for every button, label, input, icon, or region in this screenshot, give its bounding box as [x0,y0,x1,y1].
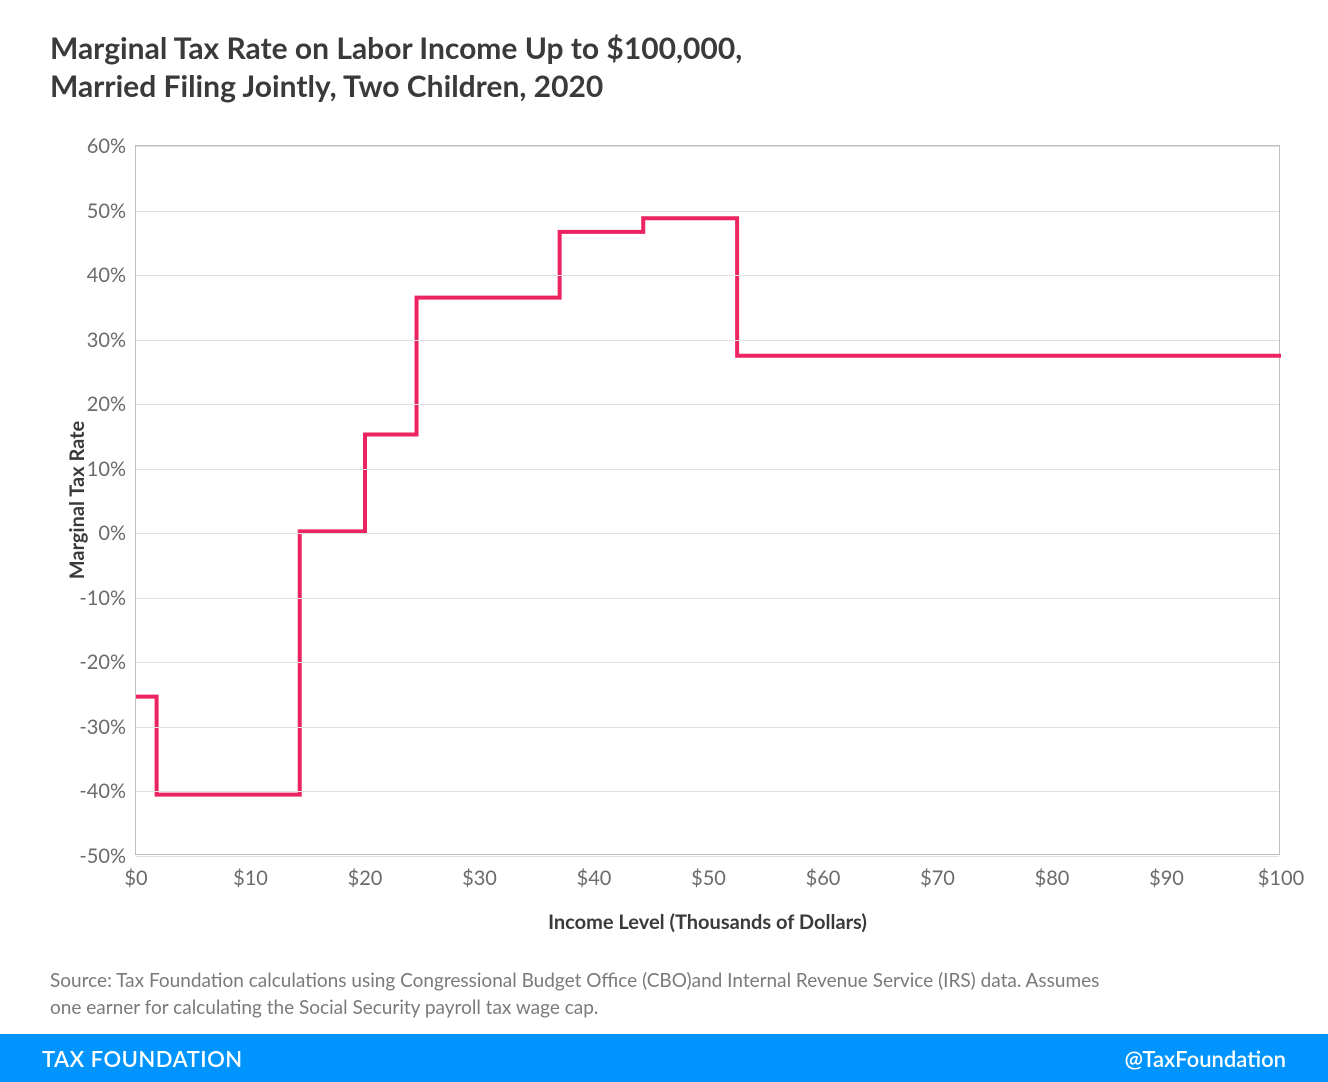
y-tick-label: 50% [87,199,126,223]
x-tick-label: $100 [1258,866,1304,890]
grid-line [136,340,1279,341]
plot-region: -50%-40%-30%-20%-10%0%10%20%30%40%50%60%… [135,145,1280,855]
grid-line [136,146,1279,147]
y-tick-label: 60% [87,134,126,158]
grid-line [136,856,1279,857]
footer-handle: @TaxFoundation [1124,1045,1286,1072]
chart-container: Marginal Tax Rate on Labor Income Up to … [0,0,1328,1082]
x-tick-label: $90 [1149,866,1184,890]
grid-line [136,469,1279,470]
x-tick-label: $30 [462,866,497,890]
x-tick-label: $50 [691,866,726,890]
y-tick-label: 40% [87,263,126,287]
x-tick-label: $70 [920,866,955,890]
chart-title: Marginal Tax Rate on Labor Income Up to … [50,30,742,105]
title-line-2: Married Filing Jointly, Two Children, 20… [50,68,742,106]
x-tick-label: $20 [348,866,383,890]
title-line-1: Marginal Tax Rate on Labor Income Up to … [50,30,742,68]
y-tick-label: -40% [79,779,126,803]
grid-line [136,727,1279,728]
x-tick-label: $0 [124,866,147,890]
grid-line [136,533,1279,534]
footer-brand: TAX FOUNDATION [42,1045,243,1072]
source-note: Source: Tax Foundation calculations usin… [50,968,1130,1021]
x-tick-label: $80 [1035,866,1070,890]
y-tick-label: 20% [87,392,126,416]
grid-line [136,275,1279,276]
step-line [136,218,1281,794]
y-axis-title: Marginal Tax Rate [65,421,89,579]
y-tick-label: -10% [79,586,126,610]
grid-line [136,211,1279,212]
y-tick-label: -20% [79,650,126,674]
y-tick-label: -50% [79,844,126,868]
step-line-svg [136,146,1281,856]
y-tick-label: -30% [79,715,126,739]
x-axis-title: Income Level (Thousands of Dollars) [548,910,867,934]
grid-line [136,598,1279,599]
y-tick-label: 10% [87,457,126,481]
y-tick-label: 0% [98,521,126,545]
chart-area: -50% -40% -30% -20% -10% 0% 10% 20% 30% 40% 50% 60%… [50,135,1280,915]
y-tick-label: 30% [87,328,126,352]
x-tick-label: $40 [577,866,612,890]
footer-bar: TAX FOUNDATION @TaxFoundation [0,1034,1328,1082]
grid-line [136,404,1279,405]
x-tick-label: $10 [233,866,268,890]
x-tick-label: $60 [806,866,841,890]
grid-line [136,791,1279,792]
grid-line [136,662,1279,663]
